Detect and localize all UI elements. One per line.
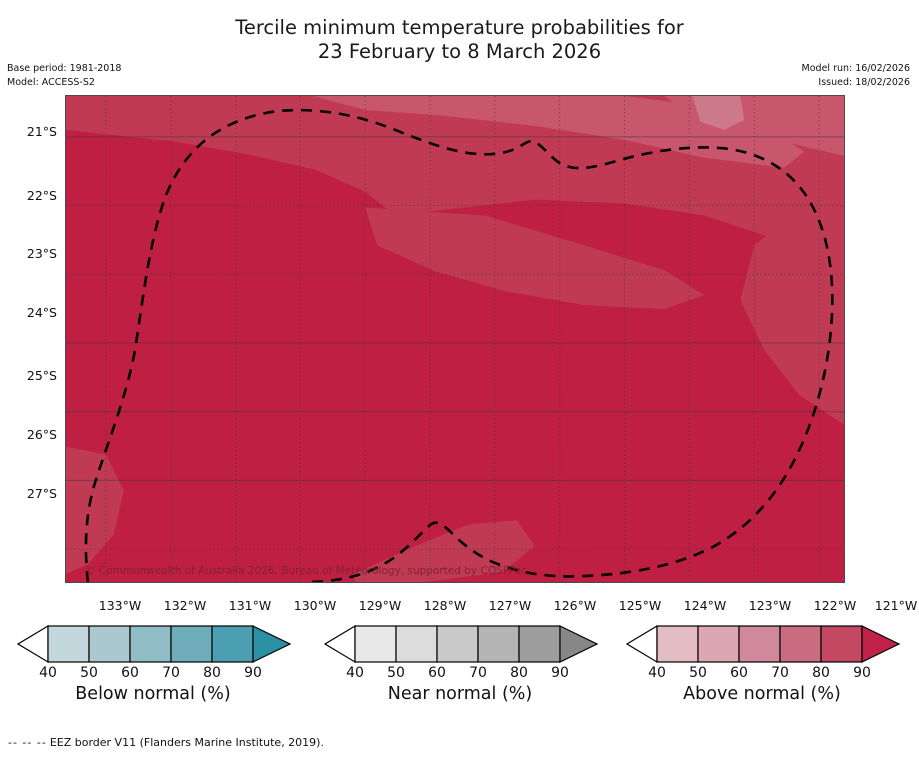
colorbar-above-ticks: 40 50 60 70 80 90: [617, 665, 907, 685]
colorbar-above-tick-50: 50: [689, 665, 707, 681]
colorbar-above-swatch-70: [779, 625, 822, 663]
colorbar-above-extend-max: [861, 625, 901, 663]
colorbar-near-swatch-50: [395, 625, 438, 663]
colorbar-above-caption: Above normal (%): [683, 684, 841, 704]
ytick-25S: 25°S: [26, 368, 57, 383]
xtick-122W: 122°W: [813, 598, 857, 613]
contour-above-70-80-south: [353, 520, 535, 582]
colorbar-near-normal[interactable]: 40 50 60 70 80 90 Near normal (%): [315, 624, 605, 716]
colorbar-below-tick-40: 40: [39, 665, 57, 681]
ytick-21S: 21°S: [26, 124, 57, 139]
colorbar-near-tick-50: 50: [387, 665, 405, 681]
colorbar-near-tick-80: 80: [510, 665, 528, 681]
metadata-right: Model run: 16/02/2026 Issued: 18/02/2026: [802, 62, 910, 90]
title-line-2: 23 February to 8 March 2026: [317, 39, 602, 63]
xtick-132W: 132°W: [163, 598, 207, 613]
colorbar-near-caption: Near normal (%): [387, 684, 533, 704]
colorbar-above-swatch-80: [820, 625, 863, 663]
model-run-label: Model run: 16/02/2026: [801, 63, 910, 74]
colorbar-near-swatches: [323, 624, 599, 664]
xtick-128W: 128°W: [423, 598, 467, 613]
colorbar-below-swatch-50: [88, 625, 131, 663]
colorbar-below-extend-max: [252, 625, 292, 663]
ytick-27S: 27°S: [26, 486, 57, 501]
colorbar-near-swatch-40: [354, 625, 397, 663]
map-gridlines: [66, 96, 844, 582]
map-canvas: [66, 96, 844, 582]
xtick-133W: 133°W: [98, 598, 142, 613]
xtick-124W: 124°W: [683, 598, 727, 613]
colorbar-near-tick-70: 70: [469, 665, 487, 681]
colorbar-near-tick-60: 60: [428, 665, 446, 681]
eez-legend: -- -- -- EEZ border V11 (Flanders Marine …: [8, 736, 324, 749]
metadata-left: Base period: 1981-2018 Model: ACCESS-S2: [7, 62, 121, 90]
eez-dash-sample: -- -- --: [8, 736, 47, 749]
colorbar-above-tick-70: 70: [771, 665, 789, 681]
contour-above-70-80-east: [740, 191, 844, 425]
colorbar-above-tick-60: 60: [730, 665, 748, 681]
ytick-24S: 24°S: [26, 305, 57, 320]
ytick-22S: 22°S: [26, 188, 57, 203]
colorbar-near-swatch-80: [518, 625, 561, 663]
colorbar-above-normal[interactable]: 40 50 60 70 80 90 Above normal (%): [617, 624, 907, 716]
xtick-121W: 121°W: [874, 598, 918, 613]
model-label: Model: ACCESS-S2: [7, 76, 95, 88]
xtick-131W: 131°W: [228, 598, 272, 613]
ytick-23S: 23°S: [26, 246, 57, 261]
eez-legend-label: EEZ border V11 (Flanders Marine Institut…: [49, 736, 324, 749]
colorbar-below-tick-60: 60: [121, 665, 139, 681]
colorbar-below-normal[interactable]: 40 50 60 70 80 90 Below normal (%): [8, 624, 298, 716]
probability-map[interactable]: [65, 95, 845, 583]
colorbar-above-swatch-50: [697, 625, 740, 663]
colorbar-above-tick-40: 40: [648, 665, 666, 681]
issued-label: Issued: 18/02/2026: [818, 76, 910, 88]
title-line-1: Tercile minimum temperature probabilitie…: [235, 16, 684, 39]
xtick-125W: 125°W: [618, 598, 662, 613]
colorbar-below-caption: Below normal (%): [75, 684, 231, 704]
colorbar-below-tick-80: 80: [203, 665, 221, 681]
colorbar-above-tick-90: 90: [853, 665, 871, 681]
colorbar-near-swatch-70: [477, 625, 520, 663]
contour-above-70-80-sw: [66, 446, 124, 575]
colorbar-near-swatch-60: [436, 625, 479, 663]
xtick-126W: 126°W: [553, 598, 597, 613]
colorbar-below-ticks: 40 50 60 70 80 90: [8, 665, 298, 685]
contour-above-60-70: [313, 96, 805, 168]
xtick-129W: 129°W: [358, 598, 402, 613]
colorbar-above-swatches: [625, 624, 901, 664]
colorbar-near-extend-min: [323, 624, 356, 664]
base-period-label: Base period: 1981-2018: [7, 63, 122, 74]
contour-above-50-60: [692, 96, 745, 130]
xtick-123W: 123°W: [748, 598, 792, 613]
colorbar-below-swatch-80: [211, 625, 254, 663]
contour-above-70-80-mid: [365, 207, 705, 310]
colorbar-below-tick-70: 70: [162, 665, 180, 681]
colorbar-below-swatch-70: [170, 625, 213, 663]
colorbar-near-tick-40: 40: [346, 665, 364, 681]
colorbar-above-extend-min: [625, 624, 658, 664]
eez-border-line: [84, 108, 834, 582]
page-title: Tercile minimum temperature probabilitie…: [0, 16, 919, 64]
colorbar-below-swatch-40: [47, 625, 90, 663]
ytick-26S: 26°S: [26, 427, 57, 442]
colorbar-below-swatch-60: [129, 625, 172, 663]
colorbar-above-tick-80: 80: [812, 665, 830, 681]
colorbar-below-swatches: [16, 624, 292, 664]
xtick-127W: 127°W: [488, 598, 532, 613]
colorbar-below-extend-min: [16, 624, 49, 664]
colorbar-near-extend-max: [559, 625, 599, 663]
colorbar-below-tick-50: 50: [80, 665, 98, 681]
colorbar-below-tick-90: 90: [244, 665, 262, 681]
colorbar-near-tick-90: 90: [551, 665, 569, 681]
xtick-130W: 130°W: [293, 598, 337, 613]
colorbar-above-swatch-60: [738, 625, 781, 663]
colorbar-above-swatch-40: [656, 625, 699, 663]
colorbar-near-ticks: 40 50 60 70 80 90: [315, 665, 605, 685]
